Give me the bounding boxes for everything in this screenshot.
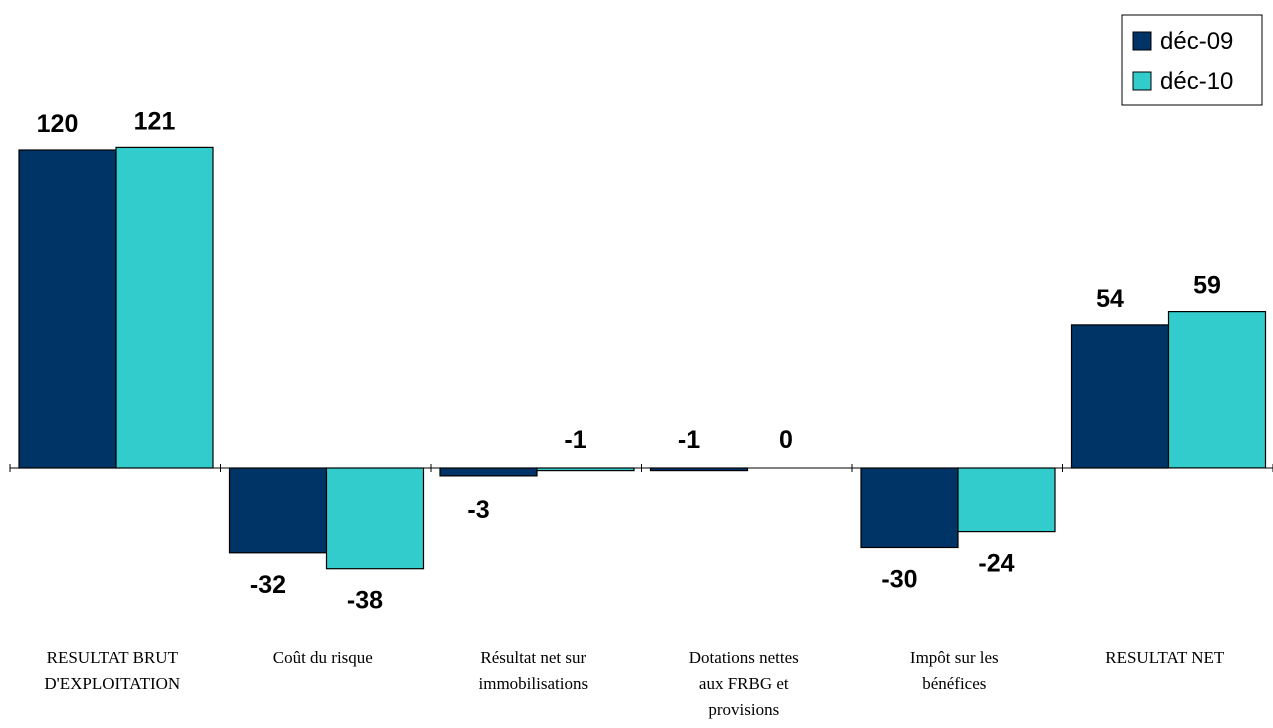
legend: déc-09 déc-10 xyxy=(1121,14,1263,106)
value-label-1-1: -38 xyxy=(347,587,383,615)
category-labels-layer: RESULTAT BRUT D'EXPLOITATION Coût du risqu… xyxy=(44,648,1225,719)
bars-layer xyxy=(18,146,1267,570)
category-label-5: RESULTAT NET xyxy=(1105,648,1225,667)
value-label-1-2: -1 xyxy=(564,426,586,454)
category-label-0: RESULTAT BRUT D'EXPLOITATION xyxy=(44,648,180,693)
bar-1-4 xyxy=(957,467,1056,533)
bar-0-4 xyxy=(860,467,959,549)
value-label-0-1: -32 xyxy=(250,571,286,599)
legend-label-1: déc-10 xyxy=(1160,68,1233,95)
value-label-0-0: 120 xyxy=(37,110,79,138)
bar-1-0 xyxy=(115,146,214,469)
value-label-1-3: 0 xyxy=(779,426,793,454)
value-label-1-5: 59 xyxy=(1193,272,1221,300)
value-label-1-4: -24 xyxy=(978,550,1014,578)
legend-swatch-0 xyxy=(1132,31,1152,51)
bar-1-5 xyxy=(1167,311,1267,469)
value-label-0-3: -1 xyxy=(678,426,700,454)
value-label-0-2: -3 xyxy=(467,496,489,524)
axis-layer xyxy=(9,464,1273,472)
legend-swatch-1 xyxy=(1132,71,1152,91)
bar-1-1 xyxy=(325,467,425,570)
category-label-3: Dotations nettes aux FRBG et provisions xyxy=(689,648,799,719)
legend-label-0: déc-09 xyxy=(1160,28,1233,55)
category-label-4: Impôt sur les bénéfices xyxy=(910,648,999,693)
bar-0-5 xyxy=(1070,324,1170,469)
category-label-2: Résultat net sur immobilisations xyxy=(479,648,589,693)
value-label-0-4: -30 xyxy=(881,566,917,594)
value-label-1-0: 121 xyxy=(134,107,176,135)
bar-0-1 xyxy=(228,467,328,554)
value-labels-layer: 120 -32 -3 -1 -30 54 121 -38 -1 0 -24 59 xyxy=(37,107,1221,614)
bar-0-0 xyxy=(18,149,117,469)
value-label-0-5: 54 xyxy=(1096,285,1124,313)
category-label-1: Coût du risque xyxy=(273,648,373,667)
bar-0-2 xyxy=(439,467,538,477)
